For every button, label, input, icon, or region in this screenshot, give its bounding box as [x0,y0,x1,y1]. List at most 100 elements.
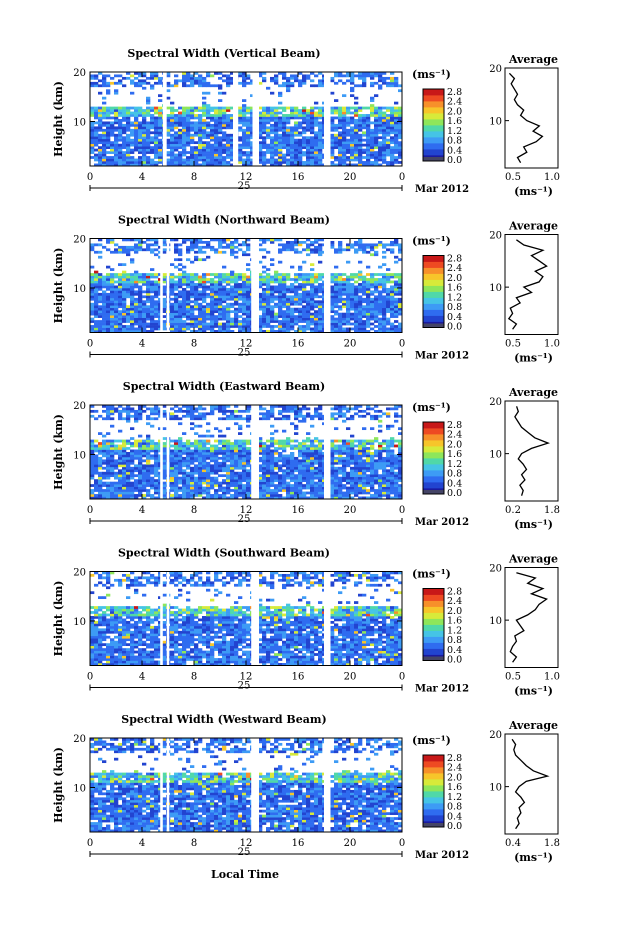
heatmap-cell [290,128,295,132]
heatmap-cell [238,111,243,115]
heatmap-cell [186,79,191,83]
heatmap-cell [374,283,379,286]
heatmap-cell [102,111,107,115]
heatmap-cell [142,476,147,480]
heatmap-cell [154,280,159,284]
heatmap-cell [214,496,219,500]
heatmap-cell [222,91,227,95]
heatmap-cell [330,330,335,333]
heatmap-cell [182,265,187,269]
heatmap-cell [126,138,131,142]
heatmap-cell [290,295,295,299]
heatmap-cell [318,158,323,162]
heatmap-cell [186,278,191,281]
heatmap-cell [138,109,143,112]
heatmap-cell [198,163,203,167]
heatmap-cell [394,158,399,162]
heatmap-cell [354,287,359,291]
heatmap-cell [178,263,183,267]
heatmap-cell [102,305,107,309]
heatmap-cell [134,116,139,120]
heatmap-cell [190,136,195,140]
heatmap-cell [230,72,235,75]
heatmap-cell [106,489,111,492]
heatmap-cell [206,273,211,276]
heatmap-cell [382,138,387,142]
heatmap-cell [314,131,319,135]
heatmap-cell [314,151,319,154]
heatmap-cell [174,143,179,147]
heatmap-cell [294,243,299,247]
heatmap-cell [382,126,387,130]
heatmap-cell [146,109,151,112]
heatmap-cell [306,111,311,115]
heatmap-cell [198,119,203,122]
heatmap-cell [214,143,219,147]
heatmap-cell [102,322,107,326]
heatmap-cell [110,133,115,137]
heatmap-cell [158,479,163,482]
heatmap-cell [274,273,279,276]
heatmap-cell [374,161,379,164]
heatmap-cell [154,143,159,147]
heatmap-cell [314,273,319,276]
heatmap-cell [398,126,403,130]
heatmap-cell [390,126,395,130]
heatmap-cell [310,163,315,167]
heatmap-cell [202,240,207,244]
heatmap-cell [318,484,323,487]
heatmap-cell [210,305,215,309]
heatmap-cell [106,330,111,333]
heatmap-cell [354,136,359,140]
heatmap-cell [362,133,367,137]
heatmap-cell [250,111,255,115]
heatmap-cell [266,273,271,276]
heatmap-cell [314,285,319,289]
heatmap-cell [158,94,163,98]
heatmap-cell [282,126,287,130]
heatmap-cell [262,138,267,142]
heatmap-cell [290,315,295,318]
heatmap-cell [378,74,383,78]
heatmap-cell [186,325,191,328]
heatmap-cell [246,292,251,296]
heatmap-cell [162,292,167,296]
heatmap-cell [274,287,279,291]
heatmap-cell [294,111,299,115]
heatmap-cell [354,133,359,137]
heatmap-cell [214,119,219,122]
heatmap-cell [118,317,123,321]
heatmap-cell [350,479,355,482]
heatmap-cell [262,158,267,162]
heatmap-cell [126,121,131,125]
heatmap-cell [210,119,215,122]
heatmap-cell [122,290,127,294]
heatmap-cell [190,295,195,299]
heatmap-cell [90,265,95,269]
heatmap-cell [374,114,379,117]
heatmap-cell [374,476,379,480]
heatmap-cell [358,469,363,473]
heatmap-cell [122,146,127,149]
heatmap-cell [386,479,391,482]
heatmap-cell [178,161,183,164]
heatmap-cell [282,474,287,478]
heatmap-cell [306,161,311,164]
heatmap-cell [154,481,159,485]
heatmap-cell [114,148,119,152]
heatmap-cell [206,469,211,473]
heatmap-cell [210,285,215,289]
heatmap-cell [242,322,247,326]
heatmap-cell [298,469,303,473]
heatmap-cell [374,280,379,284]
heatmap-cell [178,253,183,257]
heatmap-cell [198,250,203,254]
heatmap-cell [158,320,163,323]
heatmap-cell [118,126,123,130]
heatmap-cell [274,325,279,328]
heatmap-cell [278,285,283,289]
heatmap-cell [354,300,359,304]
heatmap-cell [174,238,179,242]
heatmap-cell [258,469,263,473]
